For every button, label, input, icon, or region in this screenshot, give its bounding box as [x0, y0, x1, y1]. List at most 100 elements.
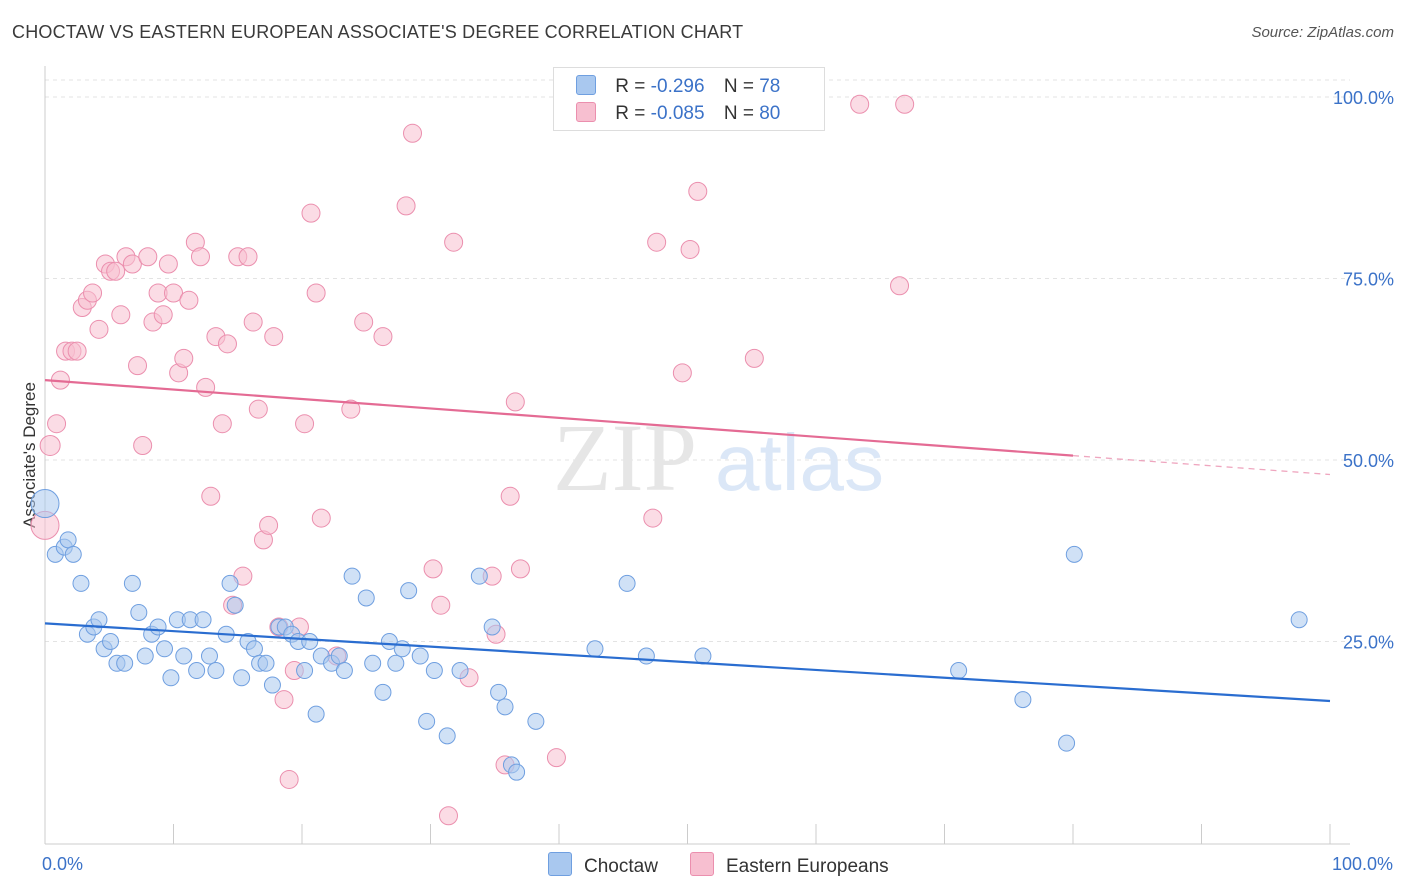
r-label: R =	[615, 76, 646, 97]
eastern-europeans-point	[122, 254, 142, 274]
x-tick-label: 100.0%	[1332, 854, 1393, 874]
choctaw-points	[30, 489, 1308, 781]
eastern-europeans-point	[444, 232, 464, 252]
eastern-europeans-point	[306, 283, 326, 303]
correlation-legend: R = -0.296 N = 78 R = -0.085 N = 80	[553, 67, 825, 131]
y-tick-label: 75.0%	[1343, 270, 1394, 290]
eastern-europeans-point	[311, 508, 331, 528]
choctaw-point	[490, 683, 508, 701]
y-tick-label: 25.0%	[1343, 633, 1394, 653]
bottom-legend-eastern: Eastern Europeans	[690, 852, 889, 878]
eastern-europeans-point	[264, 327, 284, 347]
choctaw-point	[508, 763, 526, 781]
choctaw-trend-line	[44, 622, 1331, 703]
choctaw-point	[156, 640, 174, 658]
choctaw-point	[162, 669, 180, 687]
axes	[44, 66, 1350, 845]
eastern-europeans-point	[67, 341, 87, 361]
choctaw-point	[30, 489, 60, 519]
eastern-europeans-point	[354, 312, 374, 332]
choctaw-point	[470, 567, 488, 585]
trend-lines	[44, 379, 1331, 703]
eastern-legend-swatch	[690, 852, 714, 876]
eastern-europeans-point	[423, 559, 443, 579]
choctaw-point	[226, 596, 244, 614]
eastern-europeans-point	[279, 769, 299, 789]
choctaw-point	[357, 589, 375, 607]
eastern-europeans-point	[83, 283, 103, 303]
eastern-europeans-point	[274, 690, 294, 710]
eastern-europeans-point	[744, 348, 764, 368]
r-value: -0.296	[650, 76, 705, 97]
eastern-europeans-point	[546, 748, 566, 768]
x-tick-label: 0.0%	[42, 854, 83, 874]
choctaw-point	[694, 647, 712, 665]
eastern-europeans-point	[39, 434, 61, 456]
legend-row-eastern: R = -0.085 N = 80	[576, 102, 780, 125]
eastern-europeans-point	[510, 559, 530, 579]
choctaw-point	[301, 633, 319, 650]
choctaw-point	[618, 574, 636, 592]
n-value: 80	[759, 103, 781, 124]
eastern-europeans-point	[190, 247, 210, 267]
choctaw-point	[950, 662, 968, 680]
choctaw-point	[1290, 611, 1308, 629]
choctaw-point	[637, 647, 655, 665]
choctaw-point	[1058, 734, 1076, 752]
eastern-europeans-point	[153, 305, 173, 325]
choctaw-point	[393, 640, 411, 658]
choctaw-point	[364, 654, 382, 672]
y-tick-labels: 25.0% 50.0% 75.0% 100.0%	[1333, 88, 1394, 653]
eastern-europeans-point	[128, 356, 148, 376]
eastern-europeans-point	[672, 363, 692, 383]
choctaw-point	[221, 574, 239, 592]
eastern-europeans-point	[680, 239, 700, 259]
eastern-europeans-point	[295, 414, 315, 434]
choctaw-legend-label: Choctaw	[584, 856, 658, 877]
eastern-europeans-point	[259, 515, 279, 535]
choctaw-point	[330, 647, 348, 665]
choctaw-point	[245, 640, 263, 658]
eastern-europeans-points	[30, 94, 915, 826]
eastern-europeans-point	[403, 123, 423, 143]
legend-row-choctaw: R = -0.296 N = 78	[576, 75, 780, 98]
choctaw-point	[527, 712, 545, 730]
watermark-atlas: atlas	[715, 418, 884, 507]
eastern-europeans-point	[647, 232, 667, 252]
choctaw-point	[335, 662, 353, 680]
eastern-europeans-point	[301, 203, 321, 223]
choctaw-point	[411, 647, 429, 665]
r-value: -0.085	[650, 103, 705, 124]
eastern-europeans-point	[89, 319, 109, 339]
choctaw-point	[200, 647, 218, 665]
choctaw-point	[149, 618, 167, 636]
choctaw-point	[1014, 691, 1032, 709]
eastern-europeans-point	[47, 414, 67, 434]
source-credit: Source: ZipAtlas.com	[1251, 24, 1394, 41]
gridlines	[45, 79, 1350, 642]
eastern-europeans-point	[396, 196, 416, 216]
y-tick-label: 50.0%	[1343, 451, 1394, 471]
eastern-swatch	[576, 102, 596, 122]
eastern-europeans-point	[201, 486, 221, 506]
eastern-europeans-point	[431, 595, 451, 615]
choctaw-point	[116, 654, 134, 672]
choctaw-point	[1065, 545, 1083, 563]
choctaw-point	[136, 647, 154, 665]
choctaw-point	[64, 545, 82, 563]
x-tick-labels: 0.0% 100.0%	[42, 854, 1393, 874]
choctaw-point	[400, 582, 418, 600]
choctaw-point	[263, 676, 281, 694]
choctaw-point	[425, 662, 443, 680]
choctaw-point	[438, 727, 456, 745]
eastern-europeans-point	[179, 290, 199, 310]
y-tick-label: 100.0%	[1333, 88, 1394, 108]
eastern-europeans-point	[643, 508, 663, 528]
eastern-europeans-point	[688, 181, 708, 201]
choctaw-point	[130, 603, 148, 621]
choctaw-point	[451, 662, 469, 680]
eastern-europeans-point	[505, 392, 525, 412]
n-label: N =	[723, 76, 754, 97]
choctaw-point	[102, 633, 120, 650]
